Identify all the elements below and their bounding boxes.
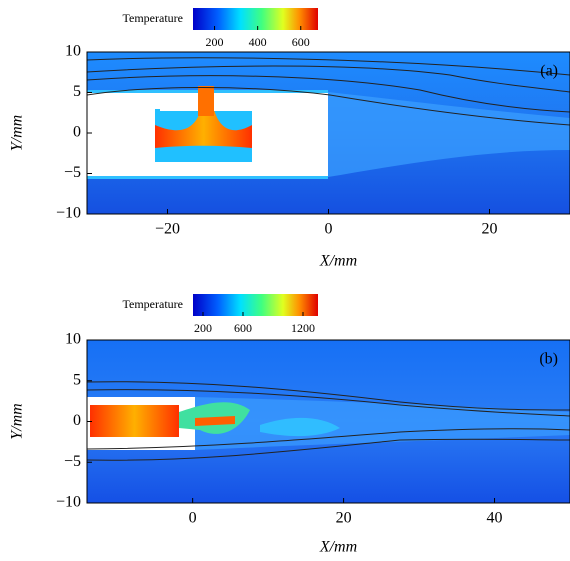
- x-axis-label: X/mm: [319, 253, 357, 270]
- y-tick-label: 0: [73, 124, 81, 141]
- x-tick-label: 20: [482, 221, 498, 238]
- x-tick-label: 0: [325, 221, 333, 238]
- y-axis-label: Y/mm: [9, 115, 26, 151]
- colorbar-label: Temperature: [123, 11, 183, 25]
- field-a: [86, 52, 570, 214]
- y-tick-label: 5: [73, 83, 81, 100]
- x-axis-label: X/mm: [319, 539, 357, 556]
- colorbar: [193, 294, 318, 316]
- y-tick-label: 0: [73, 412, 81, 429]
- y-axis-label: Y/mm: [9, 403, 26, 439]
- colorbar-tick-label: 400: [249, 35, 267, 49]
- colorbar-tick-label: 200: [206, 35, 224, 49]
- y-tick-label: −10: [56, 205, 81, 222]
- x-tick-label: 20: [336, 510, 352, 527]
- y-tick-label: −5: [64, 164, 81, 181]
- colorbar-tick-label: 600: [292, 35, 310, 49]
- colorbar: [193, 8, 318, 30]
- y-tick-label: 10: [65, 331, 81, 348]
- x-tick-label: 40: [487, 510, 503, 527]
- colorbar-tick-label: 1200: [291, 321, 315, 335]
- panel-label: (a): [540, 63, 558, 80]
- y-tick-label: −10: [56, 494, 81, 511]
- colorbar-tick-label: 200: [194, 321, 212, 335]
- y-tick-label: 5: [73, 371, 81, 388]
- y-tick-label: 10: [65, 43, 81, 60]
- panel-label: (b): [539, 351, 558, 368]
- colorbar-tick-label: 600: [234, 321, 252, 335]
- field-b: [86, 340, 570, 503]
- y-tick-label: −5: [64, 453, 81, 470]
- x-tick-label: −20: [155, 221, 180, 238]
- x-tick-label: 0: [189, 510, 197, 527]
- colorbar-label: Temperature: [123, 297, 183, 311]
